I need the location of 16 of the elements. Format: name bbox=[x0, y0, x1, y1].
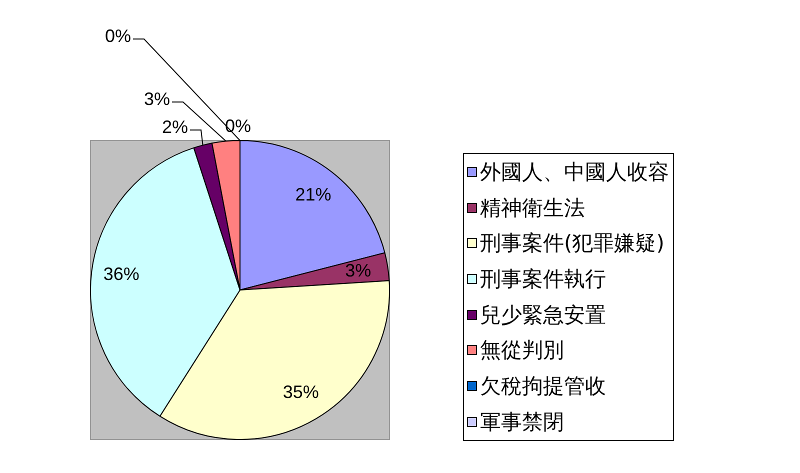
data-label: 36% bbox=[103, 264, 140, 284]
legend-label: 無從判別 bbox=[480, 337, 564, 364]
data-label: 35% bbox=[282, 382, 319, 402]
legend-label: 外國人、中國人收容 bbox=[480, 158, 669, 186]
data-label: 3% bbox=[144, 88, 170, 109]
data-label: 21% bbox=[295, 184, 332, 204]
legend-label: 兒少緊急安置 bbox=[480, 302, 606, 329]
legend-label: 軍事禁閉 bbox=[480, 408, 564, 436]
data-label: 2% bbox=[162, 116, 188, 137]
legend-label: 精神衛生法 bbox=[480, 194, 585, 222]
legend-label: 欠稅拘提管收 bbox=[480, 372, 606, 400]
legend-label: 刑事案件執行 bbox=[480, 266, 606, 293]
legend-label: 刑事案件(犯罪嫌疑) bbox=[480, 230, 664, 258]
text: 0% bbox=[224, 116, 252, 136]
data-label: 3% bbox=[345, 260, 372, 280]
text: 0% bbox=[104, 26, 132, 46]
